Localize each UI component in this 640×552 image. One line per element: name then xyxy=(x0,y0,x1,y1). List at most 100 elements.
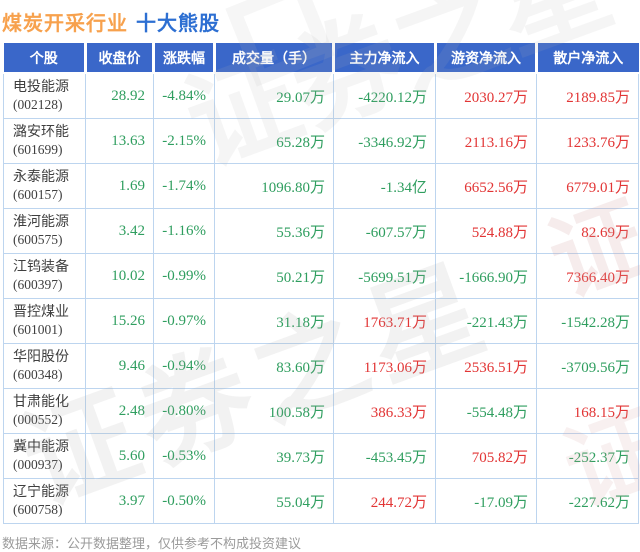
change-cell: -4.84% xyxy=(153,72,215,119)
column-header-volume: 成交量（手） xyxy=(213,43,334,74)
column-header-retail: 散户净流入 xyxy=(535,43,639,74)
stock-code: (600397) xyxy=(13,277,63,293)
main-cell: -1.34亿 xyxy=(333,163,436,209)
retail-cell: 1233.76万 xyxy=(536,118,639,164)
hot-cell: -17.09万 xyxy=(435,478,537,524)
retail-cell: -3709.56万 xyxy=(536,343,639,389)
retail-cell: 7366.40万 xyxy=(536,253,639,299)
close-cell: 2.48 xyxy=(85,388,154,434)
table-row: 电投能源 (002128) 28.92 -4.84% 29.07万 -4220.12万 20… xyxy=(3,72,639,119)
stock-name: 永泰能源 xyxy=(13,167,69,184)
stock-code: (600157) xyxy=(13,187,63,203)
close-cell: 28.92 xyxy=(85,72,154,119)
column-header-main: 主力净流入 xyxy=(332,43,436,74)
table-row: 甘肃能化 (000552) 2.48 -0.80% 100.58万 386.33万 -554… xyxy=(3,388,639,434)
retail-cell: 2189.85万 xyxy=(536,72,639,119)
hot-cell: 2030.27万 xyxy=(435,72,537,119)
volume-cell: 1096.80万 xyxy=(214,163,334,209)
table-row: 淮河能源 (600575) 3.42 -1.16% 55.36万 -607.57万 524.… xyxy=(3,208,639,254)
stock-name: 华阳股份 xyxy=(13,347,69,364)
stock-code: (600758) xyxy=(13,502,63,518)
table-row: 潞安环能 (601699) 13.63 -2.15% 65.28万 -3346.92万 21… xyxy=(3,118,639,164)
stock-name-cell: 永泰能源 (600157) xyxy=(3,163,86,209)
stock-name-cell: 甘肃能化 (000552) xyxy=(3,388,86,434)
stock-name: 江钨装备 xyxy=(13,257,69,274)
volume-cell: 65.28万 xyxy=(214,118,334,164)
change-cell: -0.53% xyxy=(153,433,215,479)
stock-name-cell: 华阳股份 (600348) xyxy=(3,343,86,389)
volume-cell: 100.58万 xyxy=(214,388,334,434)
column-header-hot: 游资净流入 xyxy=(434,43,537,74)
stock-code: (000937) xyxy=(13,457,63,473)
main-cell: -453.45万 xyxy=(333,433,436,479)
stock-name: 电投能源 xyxy=(13,77,69,94)
stock-name: 潞安环能 xyxy=(13,122,69,139)
retail-cell: 168.15万 xyxy=(536,388,639,434)
close-cell: 15.26 xyxy=(85,298,154,344)
stock-name-cell: 辽宁能源 (600758) xyxy=(3,478,86,524)
column-header-stock: 个股 xyxy=(3,43,86,74)
stock-code: (601699) xyxy=(13,142,63,158)
column-header-change: 涨跌幅 xyxy=(152,43,215,74)
volume-cell: 39.73万 xyxy=(214,433,334,479)
change-cell: -0.80% xyxy=(153,388,215,434)
retail-cell: -227.62万 xyxy=(536,478,639,524)
data-source-note: 数据来源：公开数据整理，仅供参考不构成投资建议 xyxy=(2,536,302,551)
table-header-row: 个股 收盘价 涨跌幅 成交量（手） 主力净流入 游资净流入 散户净流入 xyxy=(3,43,639,74)
table-row: 晋控煤业 (601001) 15.26 -0.97% 31.18万 1763.71万 -22… xyxy=(3,298,639,344)
table-row: 辽宁能源 (600758) 3.97 -0.50% 55.04万 244.72万 -17.0… xyxy=(3,478,639,524)
main-cell: 1763.71万 xyxy=(333,298,436,344)
change-cell: -1.74% xyxy=(153,163,215,209)
retail-cell: 6779.01万 xyxy=(536,163,639,209)
stock-name: 辽宁能源 xyxy=(13,482,69,499)
table-row: 冀中能源 (000937) 5.60 -0.53% 39.73万 -453.45万 705.… xyxy=(3,433,639,479)
page-title: 煤炭开采行业 十大熊股 xyxy=(0,0,640,36)
stock-name-cell: 电投能源 (002128) xyxy=(3,72,86,119)
title-suffix: 十大熊股 xyxy=(136,13,220,35)
main-cell: 244.72万 xyxy=(333,478,436,524)
retail-cell: -1542.28万 xyxy=(536,298,639,344)
close-cell: 10.02 xyxy=(85,253,154,299)
retail-cell: 82.69万 xyxy=(536,208,639,254)
table-row: 华阳股份 (600348) 9.46 -0.94% 83.60万 1173.06万 2536… xyxy=(3,343,639,389)
volume-cell: 55.36万 xyxy=(214,208,334,254)
stock-code: (000552) xyxy=(13,412,63,428)
close-cell: 1.69 xyxy=(85,163,154,209)
change-cell: -2.15% xyxy=(153,118,215,164)
close-cell: 3.97 xyxy=(85,478,154,524)
hot-cell: -221.43万 xyxy=(435,298,537,344)
stock-table: 个股 收盘价 涨跌幅 成交量（手） 主力净流入 游资净流入 散户净流入 电投能源… xyxy=(3,43,639,524)
hot-cell: 6652.56万 xyxy=(435,163,537,209)
stock-name: 冀中能源 xyxy=(13,437,69,454)
close-cell: 5.60 xyxy=(85,433,154,479)
hot-cell: 705.82万 xyxy=(435,433,537,479)
stock-table-body: 电投能源 (002128) 28.92 -4.84% 29.07万 -4220.12万 20… xyxy=(3,72,639,524)
stock-name: 晋控煤业 xyxy=(13,302,69,319)
hot-cell: -554.48万 xyxy=(435,388,537,434)
volume-cell: 55.04万 xyxy=(214,478,334,524)
volume-cell: 50.21万 xyxy=(214,253,334,299)
close-cell: 3.42 xyxy=(85,208,154,254)
column-header-close: 收盘价 xyxy=(84,43,154,74)
main-cell: -5699.51万 xyxy=(333,253,436,299)
stock-name-cell: 冀中能源 (000937) xyxy=(3,433,86,479)
stock-code: (601001) xyxy=(13,322,63,338)
close-cell: 9.46 xyxy=(85,343,154,389)
table-row: 永泰能源 (600157) 1.69 -1.74% 1096.80万 -1.34亿 6652… xyxy=(3,163,639,209)
hot-cell: -1666.90万 xyxy=(435,253,537,299)
stock-name: 甘肃能化 xyxy=(13,392,69,409)
title-industry: 煤炭开采行业 xyxy=(2,13,128,35)
change-cell: -0.94% xyxy=(153,343,215,389)
close-cell: 13.63 xyxy=(85,118,154,164)
hot-cell: 524.88万 xyxy=(435,208,537,254)
main-cell: 386.33万 xyxy=(333,388,436,434)
main-cell: -4220.12万 xyxy=(333,72,436,119)
hot-cell: 2113.16万 xyxy=(435,118,537,164)
volume-cell: 31.18万 xyxy=(214,298,334,344)
stock-name-cell: 淮河能源 (600575) xyxy=(3,208,86,254)
change-cell: -0.99% xyxy=(153,253,215,299)
stock-name-cell: 晋控煤业 (601001) xyxy=(3,298,86,344)
stock-name-cell: 潞安环能 (601699) xyxy=(3,118,86,164)
volume-cell: 29.07万 xyxy=(214,72,334,119)
change-cell: -1.16% xyxy=(153,208,215,254)
